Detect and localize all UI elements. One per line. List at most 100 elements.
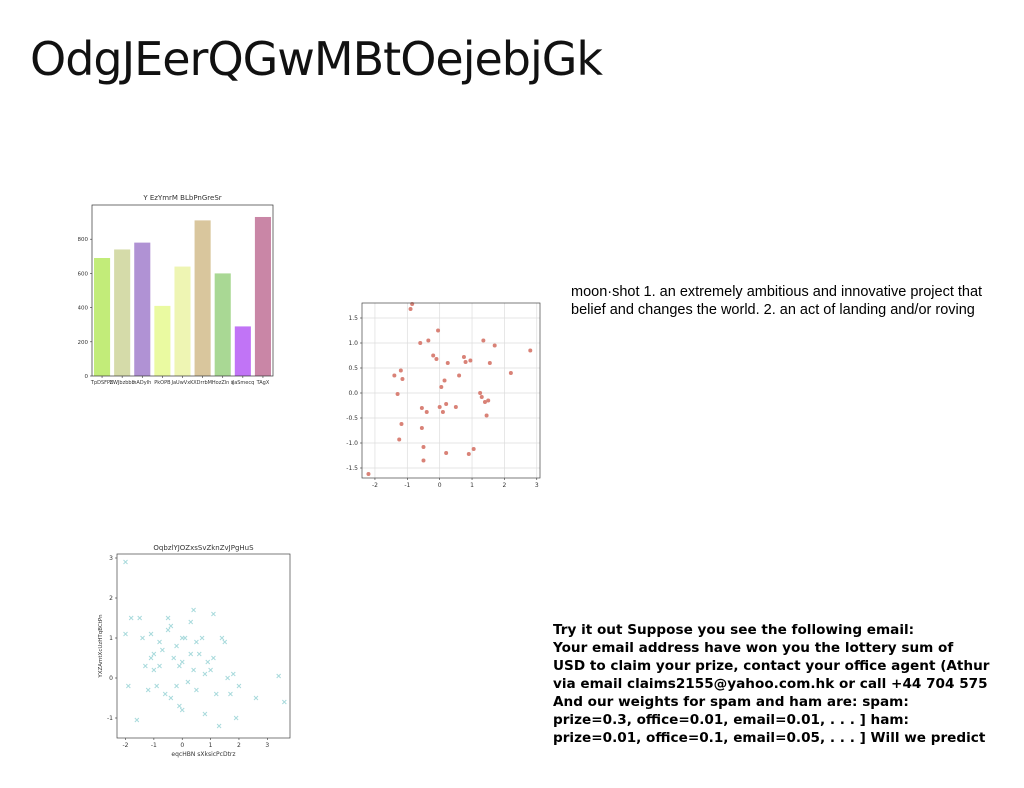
data-point	[444, 451, 449, 455]
y-tick-label: 1.5	[348, 315, 358, 322]
data-point	[157, 639, 162, 645]
data-point	[165, 615, 171, 621]
data-point	[151, 651, 157, 657]
y-tick-label: -1	[107, 715, 113, 722]
x-tick-label: -1	[404, 482, 410, 489]
y-tick-label: 0	[85, 374, 89, 380]
x-tick-label: 3	[535, 482, 539, 489]
data-point	[444, 402, 449, 406]
bar	[134, 242, 151, 376]
data-point	[191, 607, 196, 613]
data-point	[157, 663, 162, 669]
x-tick-label: XDrrbM	[193, 380, 212, 386]
y-tick-label: -0.5	[346, 415, 358, 422]
x-tick-label: TAgX	[256, 380, 270, 386]
bar	[114, 249, 131, 376]
data-point	[434, 357, 439, 361]
data-point	[165, 627, 171, 633]
data-point	[484, 413, 489, 418]
data-point	[419, 406, 424, 410]
email-line: USD to claim your prize, contact your of…	[553, 658, 990, 674]
data-point	[431, 353, 436, 358]
data-point	[188, 619, 194, 625]
data-point	[445, 361, 450, 365]
moonshot-definition: moon·shot 1. an extremely ambitious and …	[571, 283, 1024, 319]
data-point	[211, 611, 216, 617]
data-point	[194, 639, 199, 645]
plot-frame	[116, 553, 291, 739]
data-point	[179, 707, 185, 713]
data-point	[230, 671, 236, 677]
x-tick-label: ZWJbzbbb	[110, 380, 135, 386]
bar-chart: Y EzYmrM BLbPnGreSr 0 200 400 600 800 TpDSFPh Z…	[78, 190, 278, 395]
data-point	[253, 695, 259, 701]
data-point	[123, 559, 128, 565]
data-point	[134, 717, 140, 723]
y-tick-label: -1.0	[346, 440, 358, 447]
data-point	[398, 368, 403, 373]
data-point	[419, 426, 424, 430]
y-tick-label: 0.0	[348, 390, 358, 397]
cross-scatter-chart: OqbzlYJOZxsSvZknZvJPgHuS -2 -1 0 1 2 3 -1 0 1 2 3 eq…	[93, 540, 293, 760]
y-tick-label: -1.5	[346, 465, 358, 472]
email-line: prize=0.01, office=0.1, email=0.05, . . …	[553, 730, 986, 746]
data-point	[457, 373, 462, 378]
data-point	[179, 659, 185, 665]
data-point	[171, 655, 177, 661]
data-point	[148, 655, 154, 661]
bar	[214, 273, 231, 376]
data-point	[281, 699, 287, 705]
x-tick-label: HozZln s	[212, 380, 234, 386]
data-point	[205, 659, 211, 665]
y-tick-label: 1.0	[348, 340, 358, 347]
data-point	[392, 373, 397, 378]
data-point	[225, 675, 230, 681]
y-tick-label: 800	[78, 237, 88, 243]
data-point	[202, 671, 208, 677]
data-point	[211, 655, 216, 661]
x-tick-label: -2	[372, 482, 378, 489]
x-tick-label: JaUwVxK	[171, 380, 195, 386]
y-tick-label: 600	[78, 271, 88, 277]
data-point	[479, 395, 484, 399]
data-point	[162, 691, 168, 697]
data-point	[418, 341, 423, 345]
bar	[174, 266, 191, 376]
x-tick-label: PkOPB	[154, 380, 171, 386]
definition-line: belief and changes the world. 2. an act …	[571, 302, 975, 318]
data-point	[145, 687, 151, 693]
data-point	[177, 663, 182, 669]
plot-frame	[361, 302, 541, 479]
data-point	[486, 398, 491, 403]
x-tick-label: TpDSFPh	[90, 380, 113, 386]
data-point	[408, 307, 413, 311]
bar	[94, 258, 111, 376]
data-point	[461, 355, 466, 359]
data-point	[426, 338, 431, 343]
bar	[234, 326, 251, 376]
data-point	[437, 405, 442, 409]
data-point	[199, 635, 205, 641]
email-line: prize=0.3, office=0.01, email=0.01, . . …	[553, 712, 909, 728]
data-point	[128, 615, 134, 621]
y-tick-label: 2	[109, 595, 113, 602]
x-tick-label: 2	[502, 482, 506, 489]
data-point	[482, 400, 487, 404]
bar	[254, 216, 271, 376]
y-axis-label: YXZAmtXcUzHTqBCtPn	[98, 614, 104, 679]
data-point	[233, 715, 239, 721]
data-point	[177, 703, 182, 709]
data-point	[219, 635, 225, 641]
data-point	[208, 667, 213, 673]
data-point	[160, 647, 165, 653]
x-tick-label: -1	[151, 742, 157, 749]
data-point	[400, 377, 405, 381]
data-point	[508, 371, 513, 375]
chart-title: Y EzYmrM BLbPnGreSr	[142, 194, 221, 202]
data-point	[421, 445, 426, 449]
y-tick-label: 0.5	[348, 365, 358, 372]
data-point	[216, 723, 222, 729]
data-point	[468, 358, 473, 363]
x-tick-label: 1	[209, 742, 213, 749]
data-point	[424, 410, 429, 414]
